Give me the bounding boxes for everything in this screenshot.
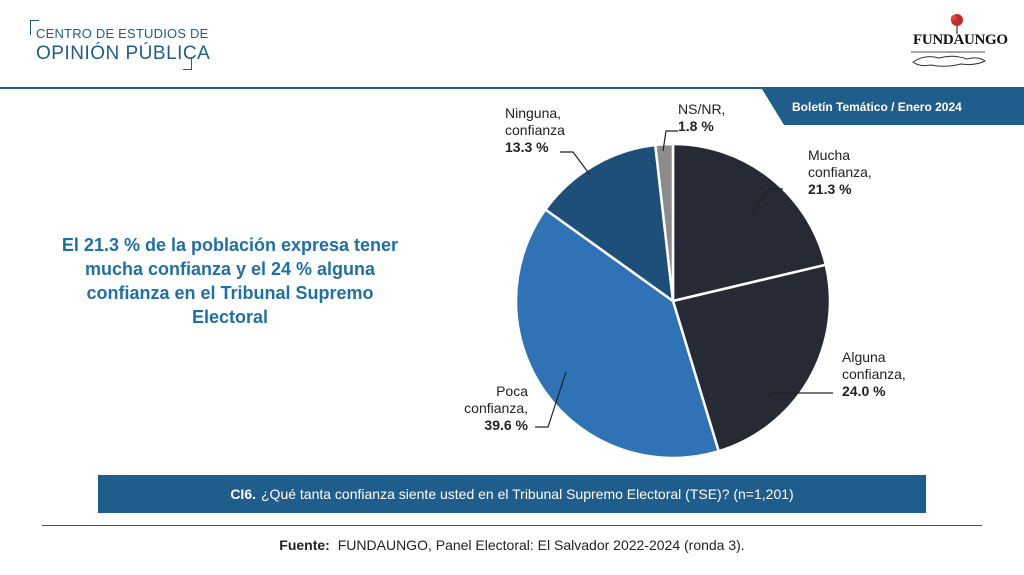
- slice-label-line: confianza,: [842, 366, 906, 382]
- slice-label-line: confianza: [505, 122, 565, 138]
- slice-label-line: confianza,: [808, 164, 872, 180]
- leader-line: [535, 371, 567, 428]
- logo-corner-top-left: [30, 20, 39, 35]
- source-label: Fuente:: [279, 537, 330, 553]
- question-code: CI6.: [230, 486, 256, 502]
- source-text: FUNDAUNGO, Panel Electoral: El Salvador …: [337, 537, 745, 553]
- fundaungo-logo: FUNDAUNGO: [905, 10, 1008, 72]
- slice-label: Mucha confianza, 21.3 %: [808, 147, 872, 197]
- slice-label: Poca confianza, 39.6 %: [464, 383, 528, 433]
- logo-line-1: CENTRO DE ESTUDIOS DE: [36, 26, 209, 41]
- leader-line: [750, 188, 783, 216]
- slice-label-line: confianza,: [464, 400, 528, 416]
- slice-value: 21.3 %: [808, 181, 852, 197]
- logo-corner-bottom-right: [183, 57, 192, 70]
- slice-value: 13.3 %: [505, 139, 549, 155]
- fundaungo-wordmark: FUNDAUNGO: [913, 32, 1008, 48]
- slice-label: Alguna confianza, 24.0 %: [842, 349, 906, 399]
- pie-slice: [543, 143, 675, 304]
- source-note: Fuente: FUNDAUNGO, Panel Electoral: El S…: [0, 537, 1024, 553]
- leader-line: [662, 130, 678, 152]
- slice-label: Ninguna, confianza 13.3 %: [505, 105, 565, 155]
- slice-value: 24.0 %: [842, 383, 886, 399]
- slice-label-line: Poca: [496, 383, 528, 399]
- bulletin-tag: Boletín Temático / Enero 2024: [762, 89, 1024, 125]
- logo-line-2: OPINIÓN PÚBLICA: [36, 43, 211, 64]
- pie-slice: [514, 207, 721, 460]
- slice-label: NS/NR, 1.8 %: [678, 101, 725, 134]
- pie-slice: [671, 263, 832, 453]
- slice-label-line: Alguna: [842, 349, 886, 365]
- question-text: ¿Qué tanta confianza siente usted en el …: [261, 486, 794, 502]
- footer-divider: [42, 525, 982, 526]
- cedop-logo: CENTRO DE ESTUDIOS DE OPINIÓN PÚBLICA: [30, 20, 210, 72]
- slice-value: 1.8 %: [678, 118, 714, 134]
- slice-label-line: Mucha: [808, 147, 850, 163]
- headline: El 21.3 % de la población expresa tener …: [61, 235, 399, 327]
- slice-label-line: NS/NR,: [678, 101, 725, 117]
- leader-line: [560, 151, 591, 176]
- bulletin-label: Boletín Temático / Enero 2024: [792, 100, 962, 114]
- pie-slice: [671, 142, 828, 303]
- rose-icon: [911, 14, 986, 67]
- slice-label-line: Ninguna,: [505, 105, 561, 121]
- header-divider: [0, 87, 1024, 89]
- slice-value: 39.6 %: [484, 417, 528, 433]
- question-bar: CI6. ¿Qué tanta confianza siente usted e…: [98, 475, 926, 513]
